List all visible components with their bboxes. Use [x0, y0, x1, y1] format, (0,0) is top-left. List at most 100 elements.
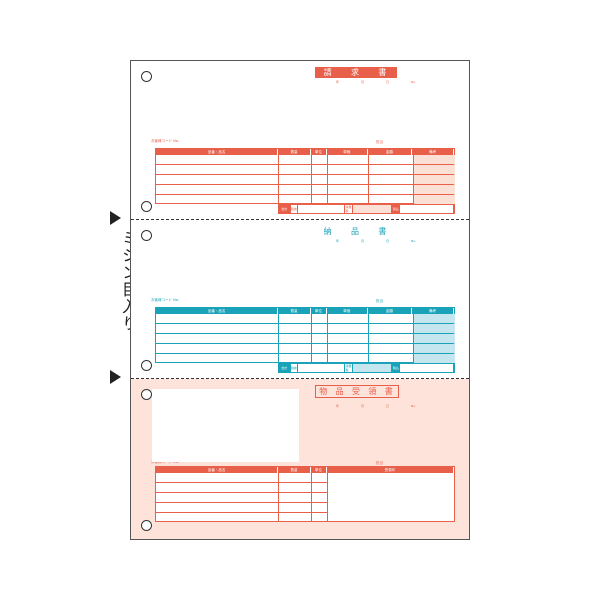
- row-divider: [156, 512, 327, 513]
- row-divider: [156, 174, 454, 175]
- row-divider: [156, 502, 327, 503]
- date-label: 年: [336, 404, 340, 408]
- binding-hole-icon: [141, 230, 152, 241]
- title-char: 品: [335, 387, 346, 396]
- date-label: 日: [386, 80, 390, 84]
- row-divider: [156, 164, 454, 165]
- perforation-arrow-icon: [110, 211, 121, 225]
- column-header: 数量: [278, 149, 311, 155]
- column-header: 品番・品名: [156, 308, 279, 314]
- row-divider: [156, 194, 454, 195]
- date-row: 年 月 日 No.: [336, 404, 416, 408]
- invoice-slip: 請 求 書年 月 日 No. お客様コード No. 担当 品番・品名 数量 単位 単価 金額 備考 合計 税抜…: [131, 61, 469, 220]
- column-header: 単位: [311, 149, 327, 155]
- column-header: 数量: [278, 308, 311, 314]
- footer-cell: [298, 364, 346, 372]
- receipt-table: 品番・品名 数量 単位 受領印: [155, 466, 455, 522]
- date-row: 年 月 日 No.: [336, 80, 416, 84]
- column-header: 備考: [412, 308, 454, 314]
- binding-hole-icon: [141, 389, 152, 400]
- column-divider: [278, 314, 279, 363]
- column-divider: [278, 155, 279, 204]
- title-char: 請: [323, 68, 334, 77]
- staff-label: 担当: [376, 299, 383, 303]
- date-label: No.: [411, 404, 416, 408]
- footer-cell: 税込: [392, 364, 401, 372]
- footer-cell: [298, 205, 346, 213]
- footer-cell: [400, 364, 454, 372]
- column-divider: [311, 473, 312, 522]
- column-divider: [311, 155, 312, 204]
- column-divider: [327, 314, 328, 363]
- date-label: 日: [386, 239, 390, 243]
- date-label: No.: [411, 239, 416, 243]
- column-divider: [368, 314, 369, 363]
- date-label: 月: [361, 80, 365, 84]
- customer-code-label: お客様コード No.: [151, 298, 179, 302]
- title-char: 納: [323, 227, 334, 236]
- footer-cell: 合計: [279, 205, 291, 213]
- title-char: 書: [378, 227, 389, 236]
- invoice-title: 請求書: [315, 67, 397, 78]
- title-char: 物: [319, 387, 330, 396]
- perforation-line: [131, 219, 469, 220]
- column-header: 単価: [327, 149, 368, 155]
- total-row: 合計 税抜 消費税 税込: [278, 363, 455, 373]
- date-label: No.: [411, 80, 416, 84]
- footer-cell: 税込: [392, 205, 401, 213]
- column-divider: [368, 155, 369, 204]
- table-header: 品番・品名 数量 単位 単価 金額 備考: [156, 308, 454, 314]
- column-divider: [327, 155, 328, 204]
- binding-hole-icon: [141, 360, 152, 371]
- customer-code-label: お客様コード No.: [151, 139, 179, 143]
- title-char: 書: [384, 387, 395, 396]
- row-divider: [156, 333, 454, 334]
- table-header: 品番・品名 数量 単位 受領印: [156, 467, 454, 473]
- column-header: 受領印: [327, 467, 454, 473]
- title-char: 求: [350, 68, 361, 77]
- row-divider: [156, 184, 454, 185]
- title-char: 品: [350, 227, 361, 236]
- date-label: 日: [386, 404, 390, 408]
- column-header: 単位: [311, 467, 327, 473]
- footer-cell: [400, 205, 454, 213]
- footer-cell: 税抜: [290, 364, 299, 372]
- date-label: 年: [336, 239, 340, 243]
- title-char: 書: [378, 68, 389, 77]
- column-header: 品番・品名: [156, 467, 279, 473]
- staff-label: 担当: [376, 461, 383, 465]
- footer-cell: 合計: [279, 364, 291, 372]
- date-label: 月: [361, 239, 365, 243]
- delivery-slip: 納 品 書年 月 日 No. お客様コード No. 担当品番・品名 数量 単位 単価 金額 備考合計 税抜…: [131, 220, 469, 379]
- column-header: 金額: [368, 149, 413, 155]
- column-divider: [413, 314, 414, 363]
- invoice-table: 品番・品名 数量 単位 単価 金額 備考: [155, 148, 455, 204]
- form-sheet: 請求書年月日 No. お客様コード No. 担当 品番・品名 数量 単位 単価 金額 備考 合計 税抜…: [130, 60, 470, 540]
- staff-label: 担当: [376, 140, 383, 144]
- row-divider: [156, 323, 454, 324]
- date-row: 年 月 日 No.: [336, 239, 416, 243]
- row-divider: [156, 492, 327, 493]
- column-header: 金額: [368, 308, 413, 314]
- perforation-arrow-icon: [110, 370, 121, 384]
- date-label: 月: [361, 404, 365, 408]
- customer-code-label: お客様コード No.: [151, 460, 179, 464]
- row-divider: [156, 482, 327, 483]
- delivery-title: 納品書: [315, 226, 397, 237]
- row-divider: [156, 353, 454, 354]
- footer-cell: [353, 205, 393, 213]
- title-char: 領: [368, 387, 379, 396]
- column-header: 単価: [327, 308, 368, 314]
- column-divider: [413, 155, 414, 204]
- title-char: 受: [351, 387, 362, 396]
- binding-hole-icon: [141, 520, 152, 531]
- receipt-title: 物品受領書: [315, 385, 399, 398]
- column-divider: [278, 473, 279, 522]
- table-body: [156, 314, 455, 363]
- column-divider: [311, 314, 312, 363]
- binding-hole-icon: [141, 71, 152, 82]
- table-body: [156, 155, 455, 204]
- row-divider: [156, 343, 454, 344]
- column-header: 品番・品名: [156, 149, 279, 155]
- delivery-table: 品番・品名 数量 単位 単価 金額 備考: [155, 307, 455, 363]
